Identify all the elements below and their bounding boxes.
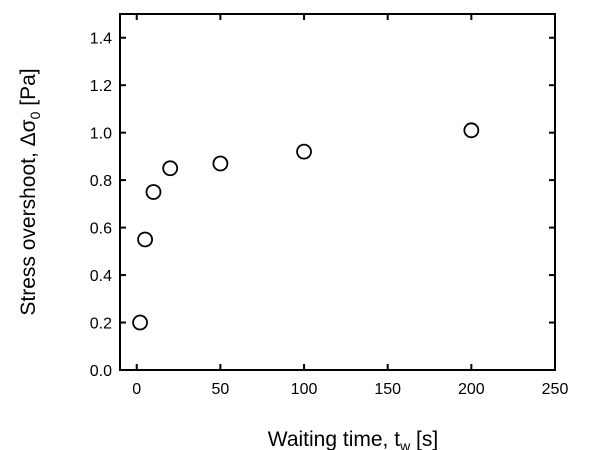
x-tick-label: 50	[211, 381, 229, 398]
x-tick-label: 200	[458, 381, 485, 398]
data-point	[145, 184, 162, 200]
x-axis-title: Waiting time, tw [s]	[268, 428, 438, 450]
y-tick-label: 0.4	[90, 268, 112, 285]
plot-frame	[119, 13, 556, 371]
y-tick-label: 0.6	[90, 221, 112, 238]
axis-ticks	[120, 14, 556, 371]
y-tick-label: 1.0	[90, 126, 112, 143]
data-points	[132, 122, 480, 331]
y-tick-label: 0.2	[90, 316, 112, 333]
y-tick-label: 0.8	[90, 173, 112, 190]
y-tick-label: 0.0	[90, 363, 112, 380]
data-point	[296, 143, 312, 160]
axis-tick-labels: 0 50 100 150 200 250 0.0 0.2 0.4 0.6 0.8 1.0 1.2 1.4	[90, 31, 569, 398]
y-tick-label: 1.4	[90, 31, 112, 48]
data-point	[132, 314, 148, 331]
x-tick-label: 150	[374, 381, 401, 398]
y-tick-label: 1.2	[90, 78, 112, 95]
data-point	[463, 122, 480, 139]
data-point	[162, 160, 179, 177]
y-axis-title: Stress overshoot, Δσ0 [Pa]	[17, 68, 43, 315]
data-point	[137, 231, 153, 248]
x-tick-label: 100	[291, 381, 318, 398]
data-point	[212, 155, 229, 172]
x-tick-label: 250	[542, 381, 569, 398]
x-tick-label: 0	[132, 381, 141, 398]
